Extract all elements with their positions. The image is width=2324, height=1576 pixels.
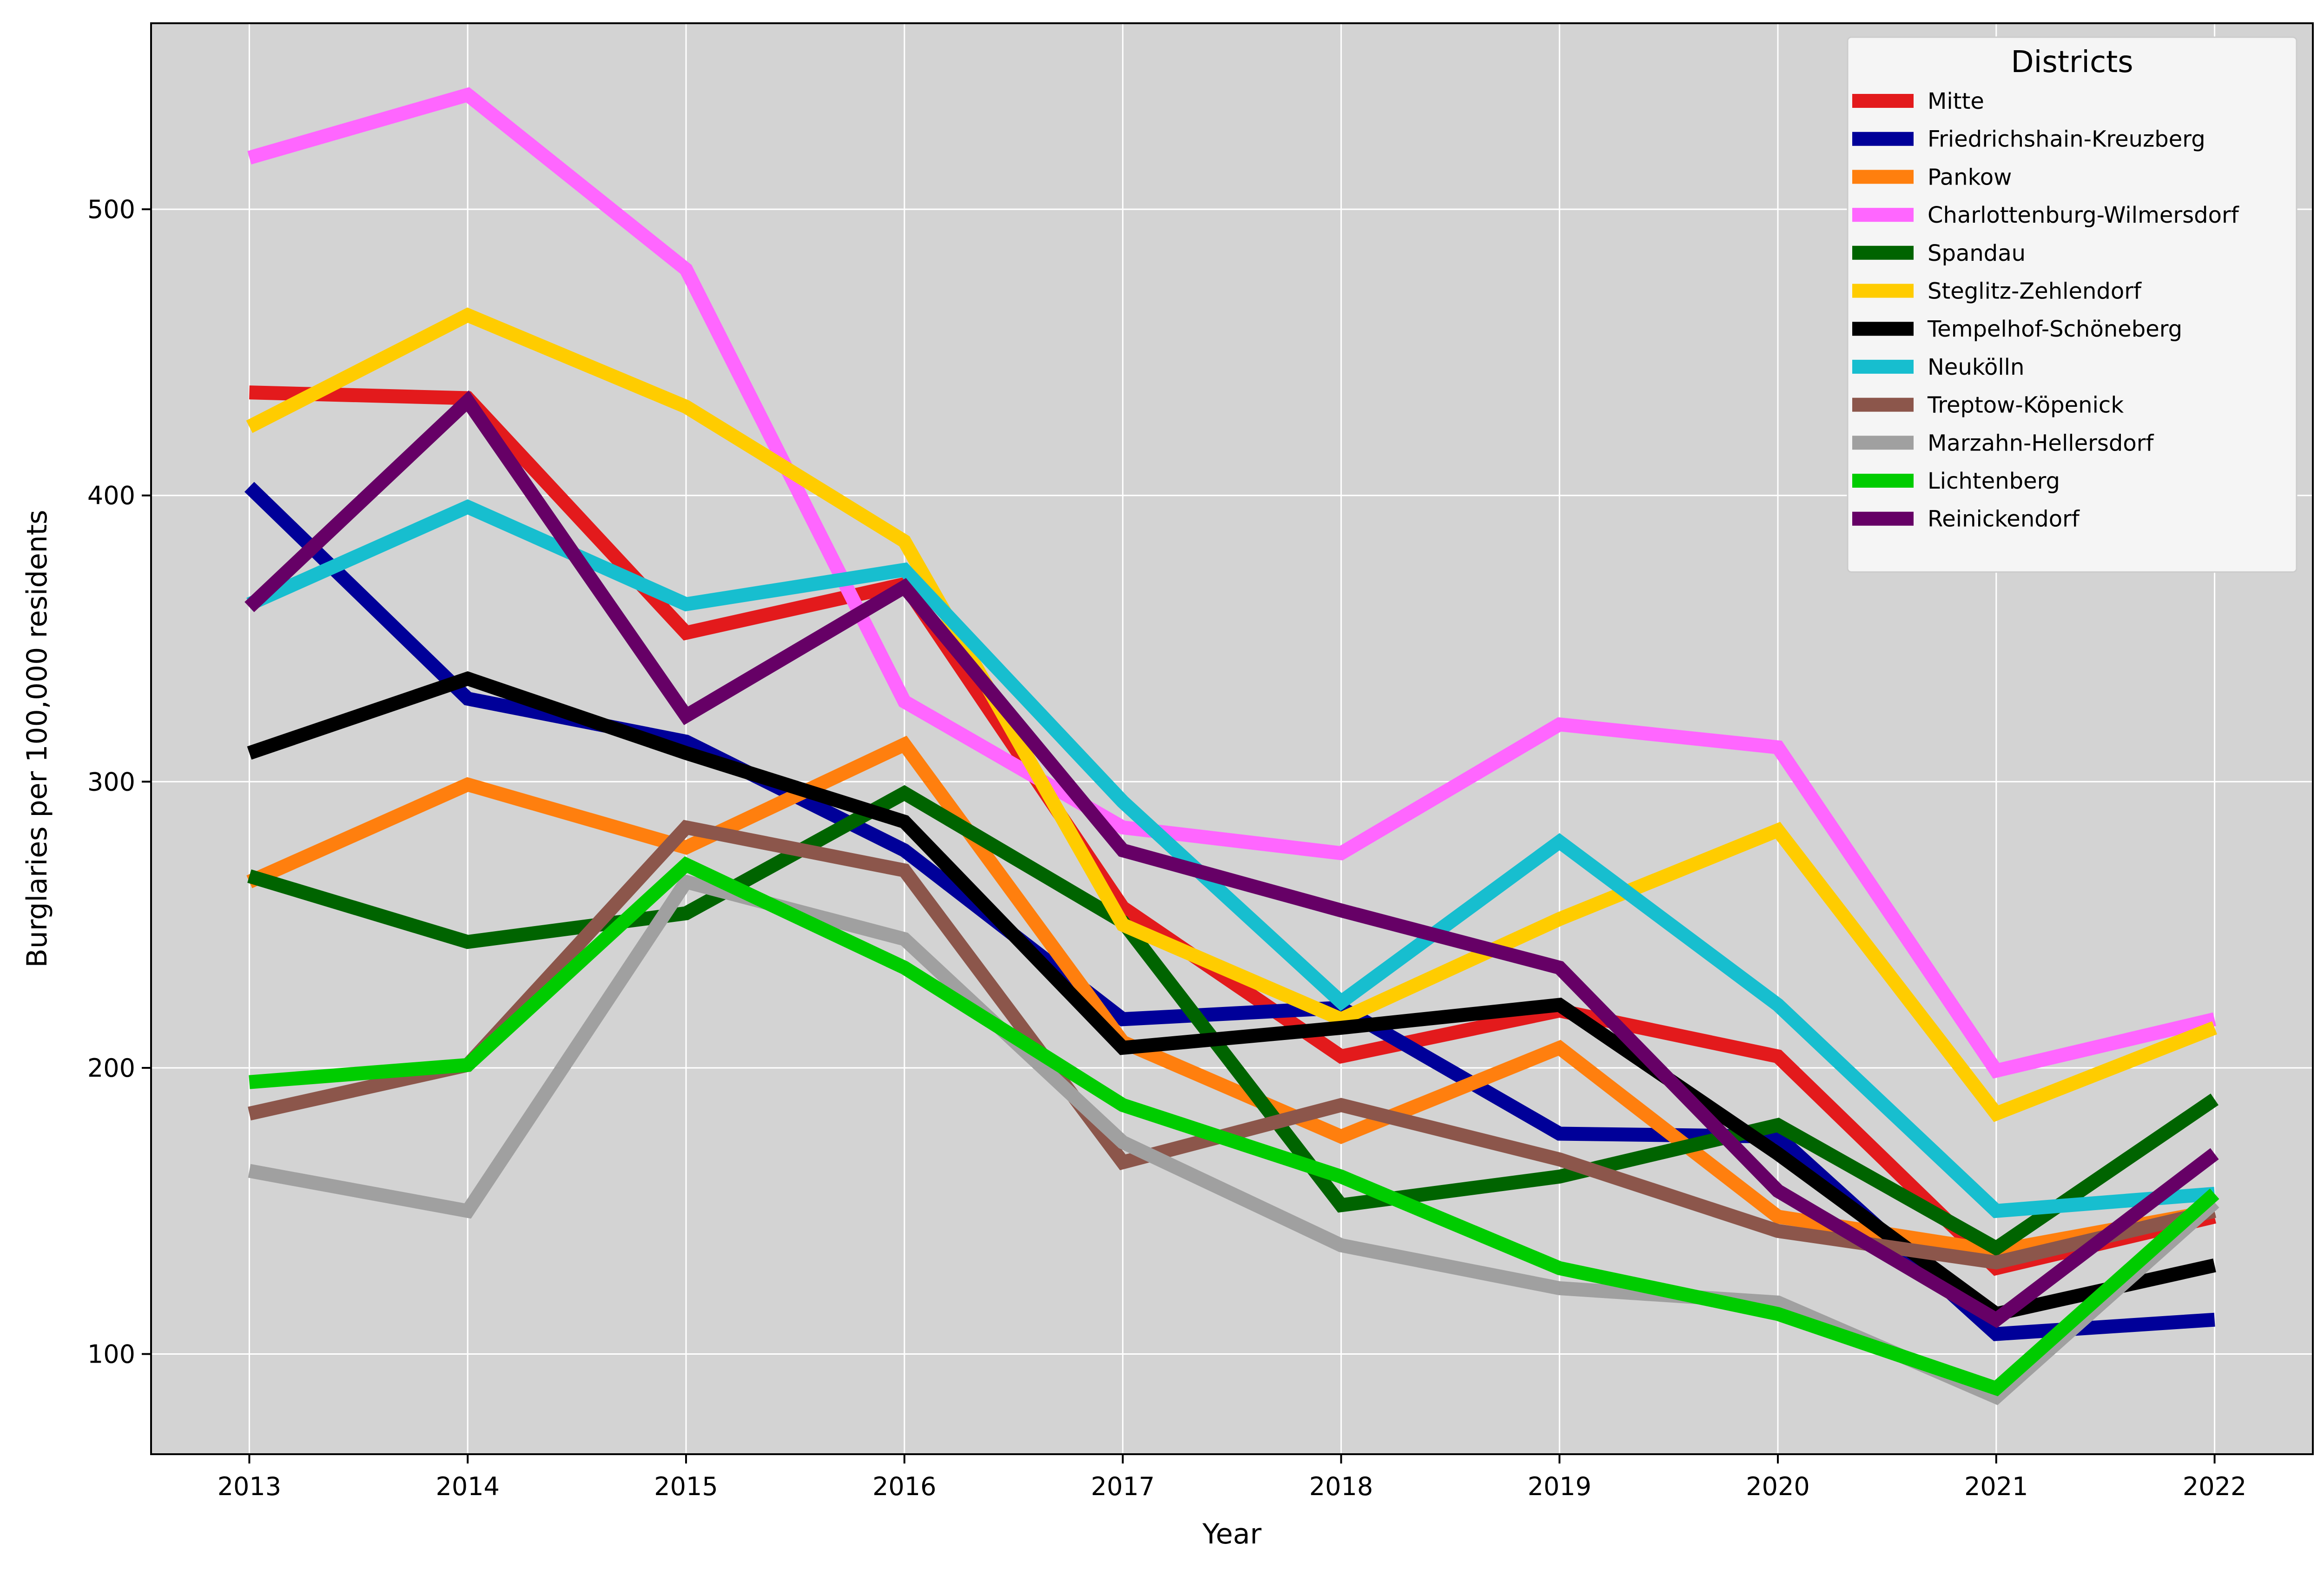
x-tick-label: 2022 bbox=[2183, 1472, 2246, 1501]
y-tick-label: 200 bbox=[87, 1053, 135, 1083]
x-tick-label: 2019 bbox=[1527, 1472, 1591, 1501]
series-line-charlottenburg-wilmersdorf bbox=[247, 87, 2217, 1079]
legend-label-friedrichshain-kreuzberg: Friedrichshain-Kreuzberg bbox=[1928, 126, 2205, 152]
legend-label-charlottenburg-wilmersdorf: Charlottenburg-Wilmersdorf bbox=[1928, 202, 2239, 228]
y-axis: 100 200 300 400 500 bbox=[87, 195, 151, 1369]
legend-label-lichtenberg: Lichtenberg bbox=[1928, 468, 2060, 494]
legend-label-marzahn-hellersdorf: Marzahn-Hellersdorf bbox=[1928, 430, 2154, 456]
y-axis-label: Burglaries per 100,000 residents bbox=[21, 510, 53, 968]
legend-box bbox=[1847, 36, 2298, 573]
y-tick-label: 100 bbox=[87, 1340, 135, 1369]
series-line-mitte bbox=[249, 385, 2217, 1276]
legend-label-mitte: Mitte bbox=[1928, 88, 1984, 114]
legend-label-treptow-k-penick: Treptow-Köpenick bbox=[1927, 392, 2124, 418]
series-line-lichtenberg bbox=[249, 856, 2219, 1397]
series-line-steglitz-zehlendorf bbox=[246, 307, 2218, 1122]
legend-label-pankow: Pankow bbox=[1928, 164, 2012, 190]
x-tick-label: 2015 bbox=[654, 1472, 718, 1501]
x-tick-label: 2014 bbox=[436, 1472, 499, 1501]
legend-label-reinickendorf: Reinickendorf bbox=[1928, 506, 2080, 532]
x-tick-label: 2017 bbox=[1091, 1472, 1155, 1501]
x-axis: 2013 2014 2015 2016 2017 2018 2019 2020 2021 2022 bbox=[218, 1454, 2246, 1501]
y-tick-label: 300 bbox=[87, 767, 135, 796]
x-tick-label: 2018 bbox=[1309, 1472, 1373, 1501]
series-lines bbox=[244, 87, 2219, 1405]
legend-label-spandau: Spandau bbox=[1928, 240, 2026, 266]
legend-label-neuk-lln: Neukölln bbox=[1928, 354, 2024, 380]
legend-label-steglitz-zehlendorf: Steglitz-Zehlendorf bbox=[1928, 278, 2142, 305]
x-tick-label: 2021 bbox=[1964, 1472, 2028, 1501]
x-axis-label: Year bbox=[1202, 1518, 1261, 1550]
series-line-tempelhof-sch-neberg bbox=[247, 671, 2216, 1322]
x-tick-label: 2013 bbox=[218, 1472, 281, 1501]
y-tick-label: 400 bbox=[87, 481, 135, 510]
x-tick-label: 2016 bbox=[872, 1472, 936, 1501]
series-line-spandau bbox=[247, 785, 2219, 1257]
legend-label-tempelhof-sch-neberg: Tempelhof-Schöneberg bbox=[1927, 316, 2182, 342]
y-tick-label: 500 bbox=[87, 195, 135, 224]
plot-frame bbox=[150, 22, 2314, 1455]
legend-title: Districts bbox=[2011, 45, 2133, 79]
legend: Districts Mitte Friedrichshain-Kreuzberg P… bbox=[1847, 36, 2298, 573]
series-line-reinickendorf bbox=[244, 390, 2219, 1328]
x-tick-label: 2020 bbox=[1746, 1472, 1809, 1501]
